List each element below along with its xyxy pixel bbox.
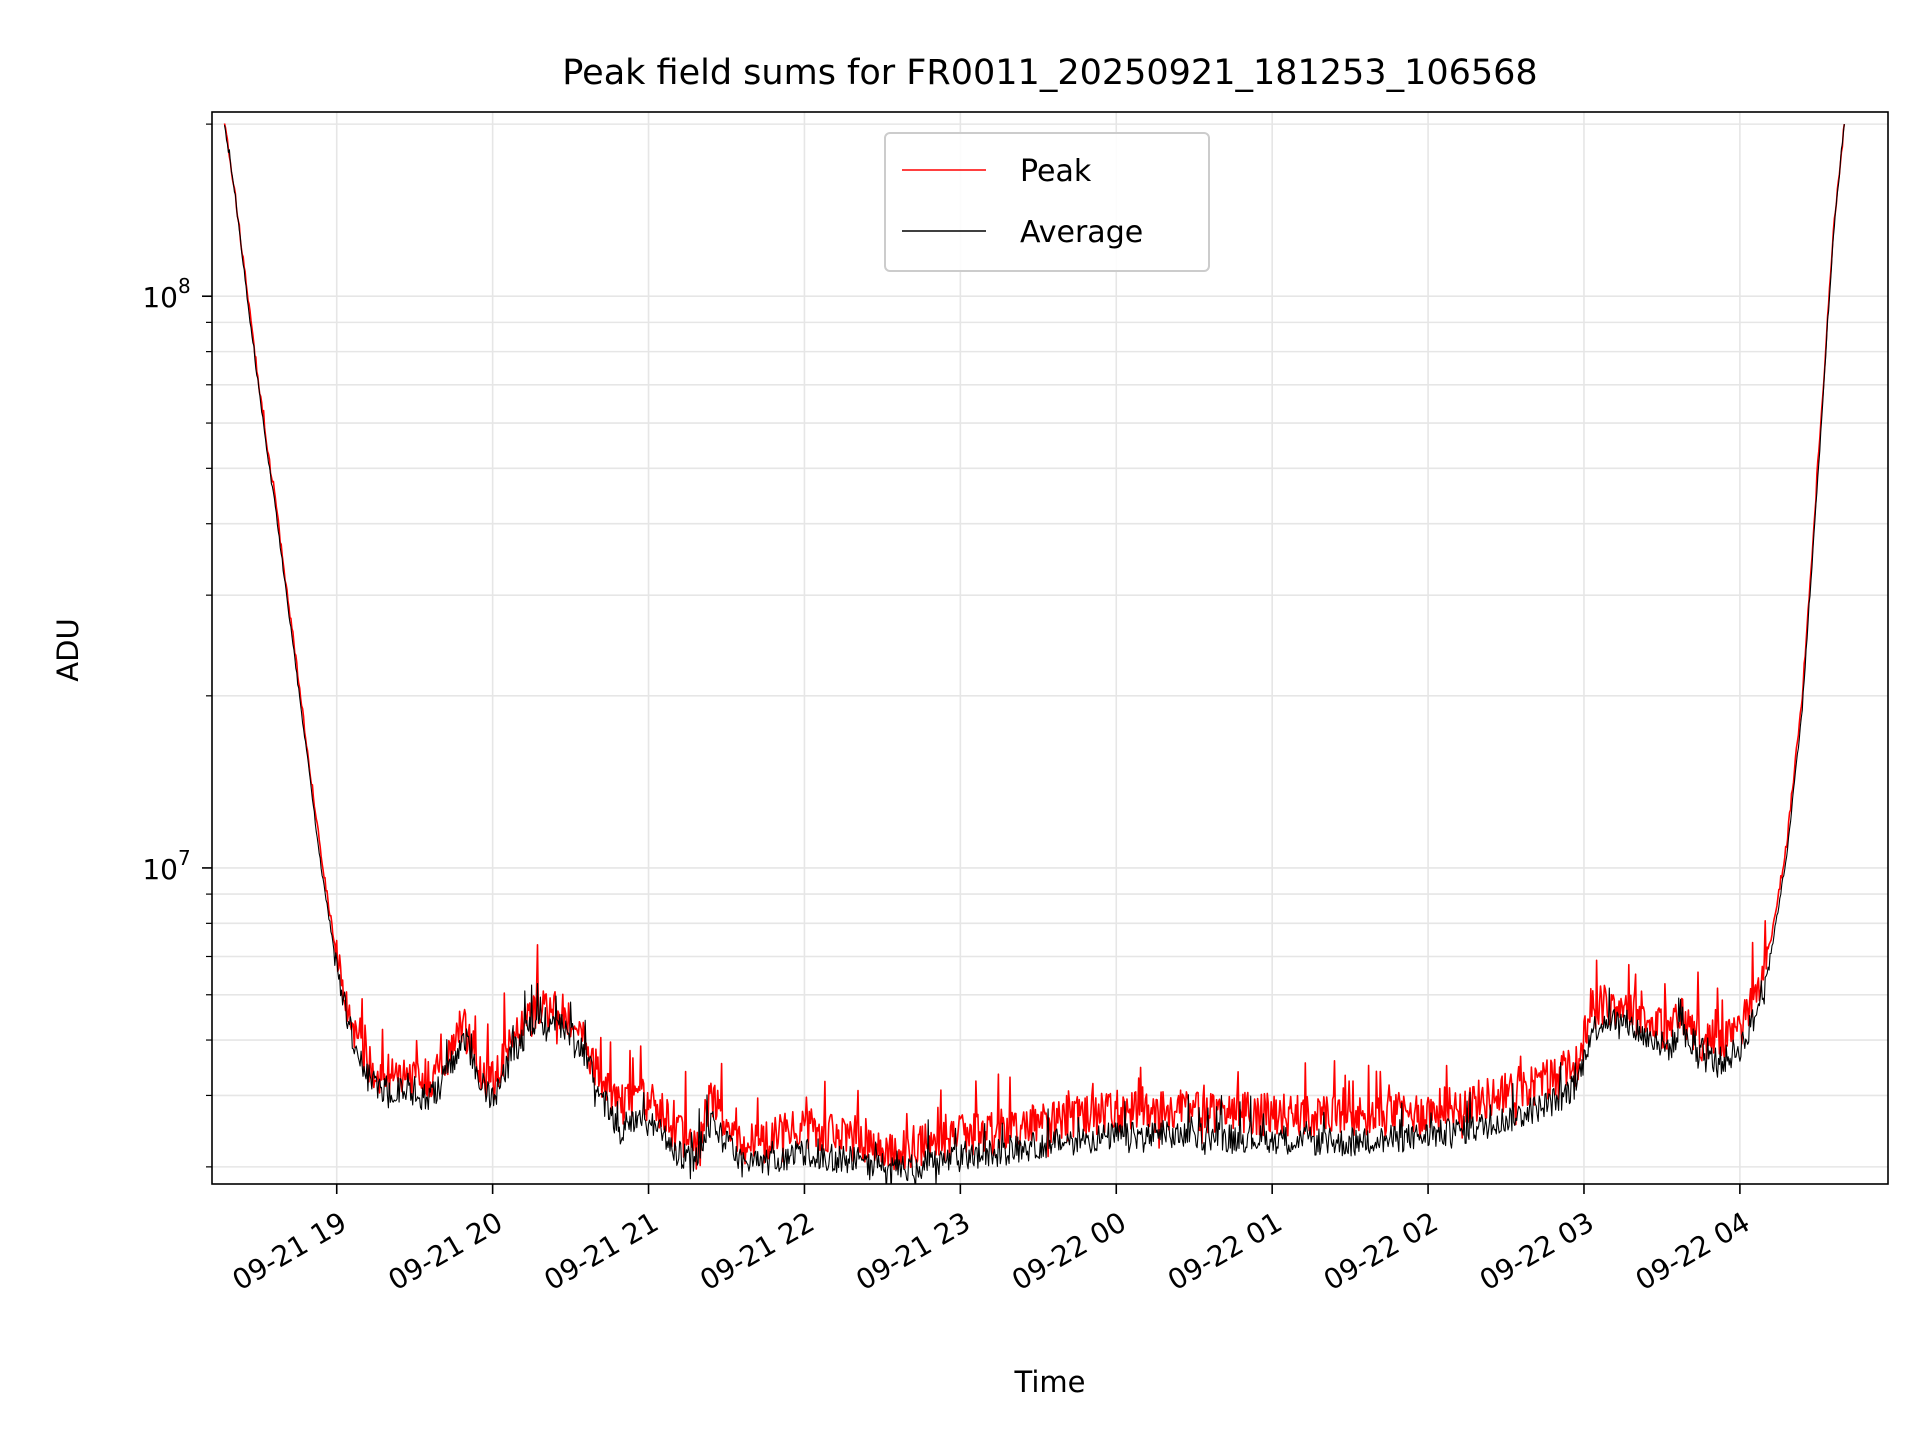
chart-title: Peak field sums for FR0011_20250921_1812…	[562, 53, 1537, 93]
grid	[212, 112, 1888, 1184]
legend-label-peak: Peak	[1020, 154, 1092, 189]
y-axis-label: ADU	[51, 618, 85, 681]
legend-box	[884, 132, 1210, 272]
legend-label-average: Average	[1020, 215, 1143, 250]
y-tick-exponent: 8	[178, 274, 191, 298]
y-tick-label: 10	[142, 853, 178, 886]
axes-frame	[211, 111, 1889, 1185]
legend: Peak Average	[884, 132, 1210, 272]
series-line-average	[223, 124, 1845, 1184]
y-tick-exponent: 7	[178, 846, 191, 870]
series-lines	[223, 123, 1846, 1184]
x-axis-label: Time	[1014, 1365, 1086, 1399]
y-tick-label: 10	[142, 281, 178, 314]
